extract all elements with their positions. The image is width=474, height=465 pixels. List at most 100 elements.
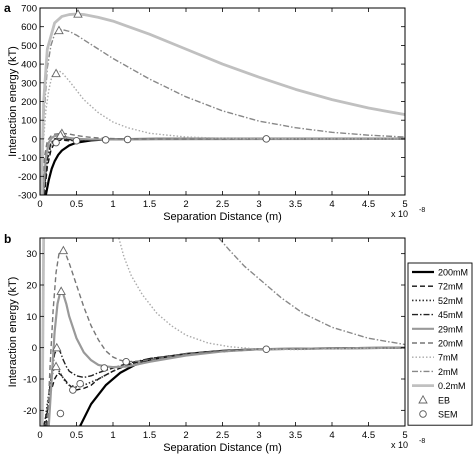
series-line-72mm — [43, 138, 405, 195]
sem-marker — [69, 386, 77, 394]
y-axis-label: Interaction energy (kT) — [7, 46, 19, 157]
legend-label: 20mM — [438, 339, 463, 349]
legend-label: 52mM — [438, 296, 463, 306]
panel-b-label: b — [4, 232, 11, 246]
sem-marker — [262, 345, 271, 353]
legend-label: 72mM — [438, 282, 463, 292]
sem-marker — [262, 135, 271, 143]
sem-marker — [101, 136, 110, 144]
panel-a-chart: 0 0.5 1 1.5 2 2.5 3 3.5 4 4.5 5 -300 -200 -100 0 100 200… — [7, 4, 425, 224]
eb-marker — [51, 361, 61, 371]
y-tick-label: 400 — [21, 60, 37, 71]
y-tick-label: 700 — [21, 4, 37, 15]
y-tick-label: 500 — [21, 41, 37, 52]
series-line-7mm — [118, 238, 405, 351]
series-line-29mm — [47, 290, 405, 426]
x-multiplier: x 10 — [391, 440, 408, 450]
panel-a-label: a — [4, 1, 11, 15]
x-tick-label: 4 — [329, 199, 334, 210]
x-tick-label: 1.5 — [143, 199, 156, 210]
y-axis-label: Interaction energy (kT) — [7, 277, 19, 388]
eb-marker — [51, 68, 61, 78]
x-tick-label: 0 — [37, 199, 42, 210]
sem-marker — [123, 135, 132, 144]
x-tick-label: 2 — [183, 199, 188, 210]
legend-label: 0.2mM — [438, 381, 466, 391]
x-tick-label: 3.5 — [289, 199, 302, 210]
x-multiplier: x 10 — [391, 209, 408, 219]
legend-label: SEM — [438, 410, 458, 420]
sem-marker — [100, 364, 108, 372]
y-tick-label: 30 — [26, 249, 37, 260]
legend-triangle-marker — [418, 394, 428, 404]
legend-label: 200mM — [438, 268, 468, 278]
series-line-200mm — [44, 137, 405, 195]
x-tick-label: 5 — [402, 199, 407, 210]
y-tick-label: 0 — [32, 343, 37, 354]
series-line-52mm — [42, 138, 405, 195]
series-line-20mm — [46, 249, 405, 426]
sem-marker — [52, 138, 60, 147]
x-axis-label: Separation Distance (m) — [163, 211, 282, 223]
series-line-2mm — [40, 28, 405, 195]
sem-marker — [76, 379, 84, 388]
eb-marker — [52, 342, 62, 352]
legend-label: EB — [438, 395, 450, 405]
x-tick-label: 4.5 — [362, 199, 375, 210]
series-line-0_2mm — [40, 238, 46, 426]
eb-marker — [58, 245, 69, 255]
x-tick-label: 2 — [183, 430, 188, 441]
x-tick-label: 4 — [329, 430, 334, 441]
eb-marker — [73, 9, 83, 18]
x-tick-label: 4.5 — [362, 430, 375, 441]
x-tick-label: 3 — [256, 199, 261, 210]
x-tick-label: 0 — [37, 430, 42, 441]
x-tick-label: 0.5 — [70, 430, 83, 441]
x-axis-label: Separation Distance (m) — [163, 442, 282, 454]
legend: 200mM 72mM 52mM 45mM 29mM 20mM 7mM 2mM 0.2mM EB SE… — [407, 262, 473, 426]
x-tick-label: 1.5 — [143, 430, 156, 441]
y-tick-label: 20 — [26, 281, 37, 292]
legend-label: 2mM — [438, 367, 458, 377]
legend-circle-marker — [419, 410, 427, 418]
x-tick-label: 5 — [402, 430, 407, 441]
x-tick-label: 2.5 — [216, 199, 229, 210]
axes-frame — [39, 7, 406, 196]
x-tick-label: 0.5 — [70, 199, 83, 210]
y-tick-label: -20 — [23, 406, 37, 417]
series-line-0_2mm — [40, 12, 405, 195]
panel-b-chart: 0 0.5 1 1.5 2 2.5 3 3.5 4 4.5 5 -20 -10 0 10 20 30 Separa… — [7, 237, 425, 454]
y-tick-label: 300 — [21, 78, 37, 89]
y-tick-label: 10 — [26, 312, 37, 323]
series-line-2mm — [218, 238, 405, 346]
y-tick-label: -100 — [18, 153, 37, 164]
x-tick-label: 1 — [110, 430, 115, 441]
sem-marker — [122, 358, 130, 366]
sem-marker — [72, 137, 81, 145]
x-tick-label: 1 — [110, 199, 115, 210]
x-multiplier-exponent: -8 — [419, 438, 425, 445]
series-line-29mm — [41, 134, 405, 195]
series-line-45mm — [42, 137, 405, 195]
eb-marker — [56, 286, 66, 295]
series-line-72mm — [42, 346, 405, 426]
y-tick-label: 600 — [21, 22, 37, 33]
eb-marker — [55, 130, 66, 139]
x-tick-label: 3.5 — [289, 430, 302, 441]
series-line-52mm — [43, 346, 405, 426]
x-multiplier-exponent: -8 — [419, 207, 425, 214]
legend-label: 45mM — [438, 310, 463, 320]
y-tick-label: 0 — [32, 134, 37, 145]
series-line-7mm — [40, 69, 405, 195]
series-line-20mm — [41, 132, 405, 195]
legend-box — [407, 262, 473, 426]
y-tick-label: -300 — [18, 191, 37, 202]
x-tick-label: 2.5 — [216, 430, 229, 441]
y-tick-label: 200 — [21, 97, 37, 108]
x-tick-label: 3 — [256, 430, 261, 441]
legend-label: 29mM — [438, 324, 463, 334]
legend-label: 7mM — [438, 353, 458, 363]
series-line-45mm — [45, 346, 405, 426]
eb-marker — [54, 25, 64, 35]
